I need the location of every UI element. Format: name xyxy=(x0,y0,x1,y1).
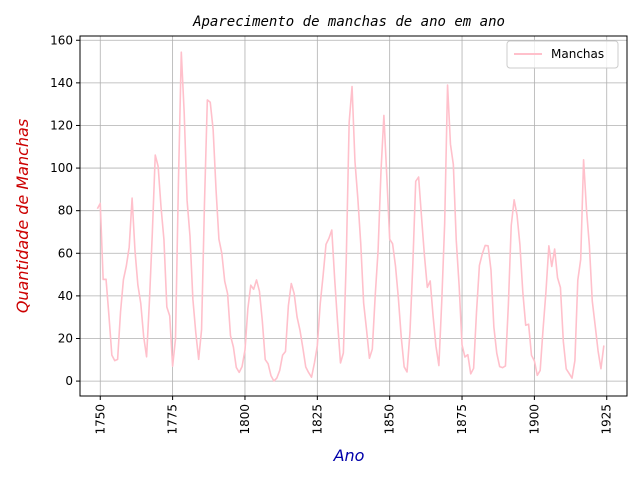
x-axis-label: Ano xyxy=(333,446,365,465)
chart-title: Aparecimento de manchas de ano em ano xyxy=(192,14,505,30)
legend-box xyxy=(506,40,619,69)
y-tick-label: 60 xyxy=(58,246,73,260)
y-tick-label: 40 xyxy=(58,289,73,303)
x-tick-label: 1775 xyxy=(166,404,180,435)
x-tick-label: 1925 xyxy=(600,404,614,435)
axes xyxy=(79,35,628,397)
y-tick-label: 140 xyxy=(50,76,73,90)
y-tick-label: 20 xyxy=(58,331,73,345)
x-tick-label: 1850 xyxy=(383,404,397,435)
legend-label: Manchas xyxy=(551,47,604,61)
x-axis-ticks: 1750 1775 1800 1825 1850 1875 1900 1925 xyxy=(93,396,614,435)
plot-frame xyxy=(79,35,628,397)
x-tick-label: 1750 xyxy=(93,404,107,435)
x-tick-label: 1825 xyxy=(310,404,324,435)
y-tick-label: 120 xyxy=(50,118,73,132)
series-line-manchas xyxy=(96,51,605,382)
y-tick-label: 100 xyxy=(50,161,73,175)
x-tick-label: 1800 xyxy=(238,404,252,435)
x-tick-label: 1875 xyxy=(455,404,469,435)
x-tick-label: 1900 xyxy=(527,404,541,435)
y-tick-label: 80 xyxy=(58,204,73,218)
legend: Manchas xyxy=(506,40,619,69)
data-series xyxy=(96,51,605,382)
y-axis-ticks: 0 20 40 60 80 100 120 140 160 xyxy=(50,33,80,388)
y-tick-label: 0 xyxy=(65,374,73,388)
y-tick-label: 160 xyxy=(50,33,73,47)
y-axis-label: Quantidade de Manchas xyxy=(13,119,32,313)
